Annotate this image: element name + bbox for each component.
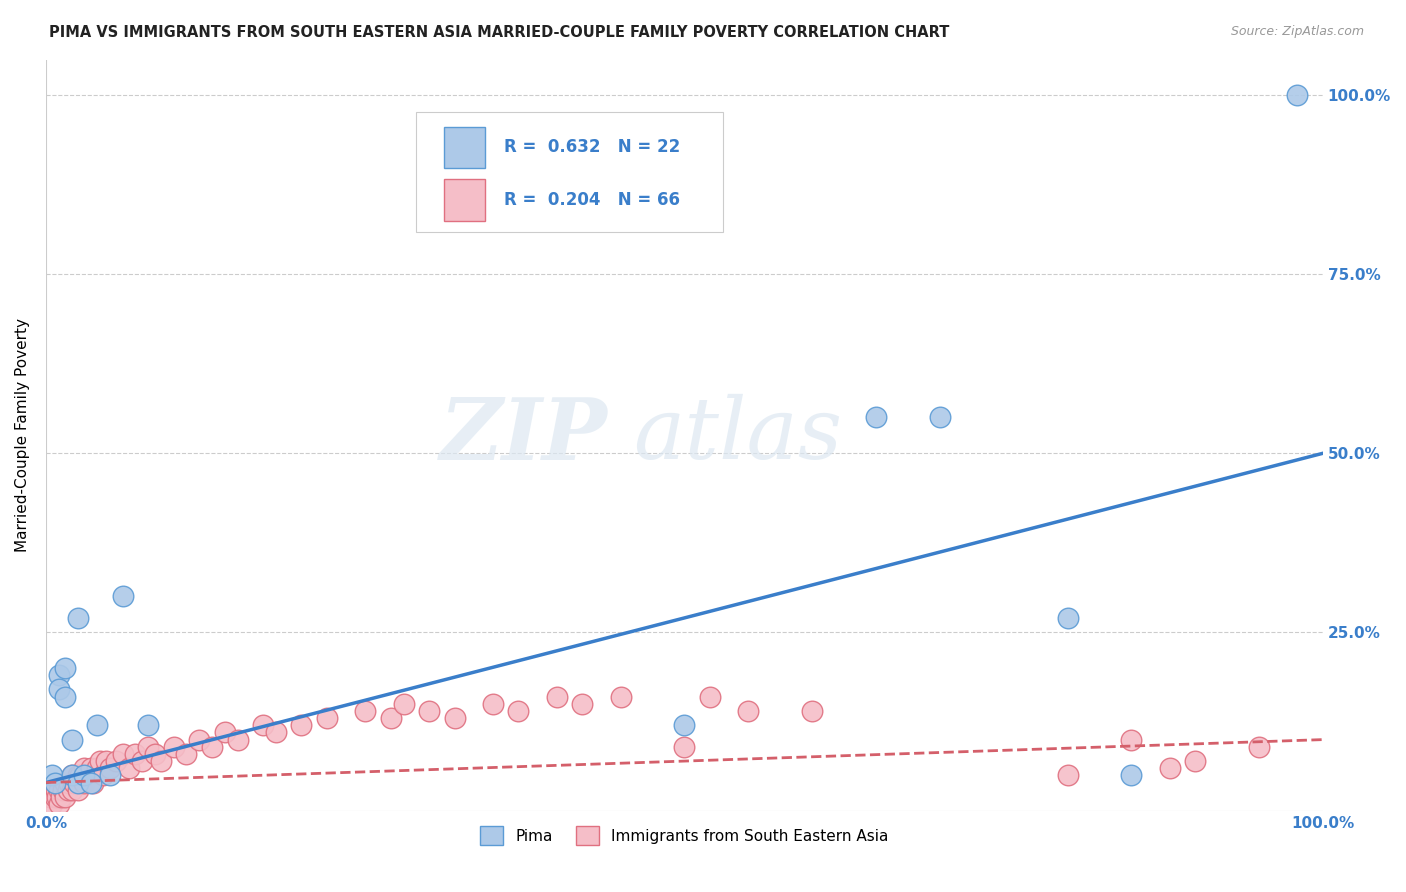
Point bbox=[609, 690, 631, 704]
Point bbox=[38, 789, 60, 804]
Point bbox=[201, 739, 224, 754]
Point bbox=[226, 732, 249, 747]
Point bbox=[392, 697, 415, 711]
Point bbox=[73, 768, 96, 782]
Point bbox=[163, 739, 186, 754]
Point bbox=[93, 768, 115, 782]
Point bbox=[82, 775, 104, 789]
Point bbox=[60, 768, 83, 782]
Point bbox=[48, 682, 70, 697]
Point bbox=[58, 775, 80, 789]
Point bbox=[76, 768, 98, 782]
Point bbox=[63, 775, 86, 789]
Point bbox=[124, 747, 146, 761]
Point bbox=[380, 711, 402, 725]
Point bbox=[86, 718, 108, 732]
Point bbox=[53, 690, 76, 704]
Text: ZIP: ZIP bbox=[440, 393, 607, 477]
Point bbox=[673, 718, 696, 732]
Point bbox=[1121, 732, 1143, 747]
Point bbox=[48, 797, 70, 811]
Point bbox=[188, 732, 211, 747]
Point bbox=[131, 754, 153, 768]
Point bbox=[60, 768, 83, 782]
Point bbox=[1056, 611, 1078, 625]
Point bbox=[48, 668, 70, 682]
Point bbox=[98, 768, 121, 782]
Point bbox=[66, 768, 89, 782]
Point bbox=[73, 761, 96, 775]
Point bbox=[79, 775, 101, 789]
Point bbox=[136, 739, 159, 754]
Point bbox=[673, 739, 696, 754]
Point bbox=[1286, 88, 1309, 103]
Point bbox=[44, 789, 66, 804]
Point bbox=[73, 775, 96, 789]
Point bbox=[865, 410, 887, 425]
Point bbox=[1247, 739, 1270, 754]
Point bbox=[53, 775, 76, 789]
Point bbox=[66, 611, 89, 625]
Y-axis label: Married-Couple Family Poverty: Married-Couple Family Poverty bbox=[15, 318, 30, 552]
Point bbox=[98, 761, 121, 775]
FancyBboxPatch shape bbox=[416, 112, 723, 233]
Point bbox=[66, 775, 89, 789]
Point bbox=[176, 747, 198, 761]
Legend: Pima, Immigrants from South Eastern Asia: Pima, Immigrants from South Eastern Asia bbox=[481, 826, 889, 845]
Point bbox=[1121, 768, 1143, 782]
Point bbox=[801, 704, 824, 718]
FancyBboxPatch shape bbox=[444, 179, 485, 220]
Point bbox=[89, 754, 111, 768]
Point bbox=[41, 768, 63, 782]
Point bbox=[508, 704, 530, 718]
Point bbox=[118, 761, 141, 775]
Point bbox=[149, 754, 172, 768]
Text: R =  0.632   N = 22: R = 0.632 N = 22 bbox=[505, 138, 681, 156]
Text: Source: ZipAtlas.com: Source: ZipAtlas.com bbox=[1230, 25, 1364, 38]
Point bbox=[928, 410, 950, 425]
Point bbox=[546, 690, 568, 704]
Point bbox=[264, 725, 287, 739]
Point bbox=[354, 704, 377, 718]
Point bbox=[699, 690, 721, 704]
Point bbox=[737, 704, 759, 718]
Point bbox=[69, 768, 91, 782]
Point bbox=[1056, 768, 1078, 782]
Point bbox=[45, 782, 67, 797]
Point bbox=[1159, 761, 1181, 775]
Point bbox=[1184, 754, 1206, 768]
Point bbox=[252, 718, 274, 732]
Point bbox=[53, 789, 76, 804]
Point bbox=[41, 797, 63, 811]
Point bbox=[51, 789, 73, 804]
Point bbox=[60, 732, 83, 747]
Point bbox=[315, 711, 337, 725]
Point bbox=[53, 661, 76, 675]
Point bbox=[44, 775, 66, 789]
Point bbox=[143, 747, 166, 761]
Point bbox=[48, 782, 70, 797]
Point bbox=[94, 754, 117, 768]
Point bbox=[105, 754, 128, 768]
Point bbox=[46, 789, 69, 804]
Point bbox=[60, 782, 83, 797]
Point bbox=[482, 697, 505, 711]
Point bbox=[111, 747, 134, 761]
Point bbox=[443, 711, 465, 725]
Point bbox=[66, 782, 89, 797]
Point bbox=[79, 761, 101, 775]
Point bbox=[56, 782, 79, 797]
Point bbox=[136, 718, 159, 732]
Text: R =  0.204   N = 66: R = 0.204 N = 66 bbox=[505, 191, 681, 209]
Text: atlas: atlas bbox=[633, 394, 842, 476]
Point bbox=[214, 725, 236, 739]
Point bbox=[52, 782, 75, 797]
Point bbox=[86, 761, 108, 775]
Point bbox=[571, 697, 593, 711]
Point bbox=[111, 590, 134, 604]
Text: PIMA VS IMMIGRANTS FROM SOUTH EASTERN ASIA MARRIED-COUPLE FAMILY POVERTY CORRELA: PIMA VS IMMIGRANTS FROM SOUTH EASTERN AS… bbox=[49, 25, 949, 40]
Point bbox=[418, 704, 440, 718]
Point bbox=[290, 718, 312, 732]
FancyBboxPatch shape bbox=[444, 127, 485, 168]
